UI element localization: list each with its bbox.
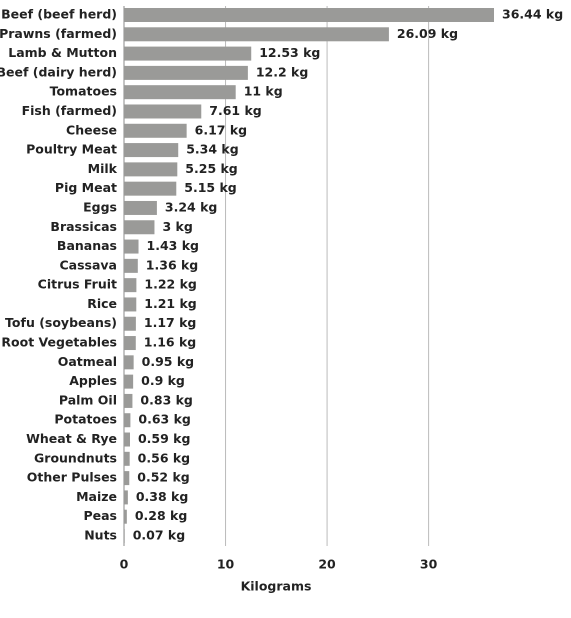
- bar: [124, 432, 130, 447]
- bar: [124, 355, 134, 370]
- value-label: 1.16 kg: [144, 335, 196, 350]
- x-tick-label: 10: [217, 557, 235, 572]
- y-tick-label: Cassava: [59, 257, 117, 272]
- y-tick-label: Other Pulses: [27, 470, 117, 485]
- bar: [124, 297, 137, 312]
- value-label: 0.56 kg: [138, 450, 190, 465]
- bar: [124, 8, 494, 22]
- y-tick-label: Tofu (soybeans): [5, 315, 117, 330]
- y-tick-label: Nuts: [84, 528, 117, 543]
- bar: [124, 85, 236, 100]
- value-label: 36.44 kg: [502, 7, 563, 22]
- bar: [124, 27, 389, 42]
- value-label: 0.07 kg: [133, 528, 185, 543]
- bar: [124, 104, 202, 119]
- bar: [124, 46, 252, 61]
- y-tick-label: Oatmeal: [58, 354, 117, 369]
- y-tick-label: Lamb & Mutton: [8, 45, 117, 60]
- y-tick-label: Beef (dairy herd): [0, 64, 117, 79]
- bar: [124, 509, 127, 524]
- value-label: 0.52 kg: [137, 470, 189, 485]
- y-tick-label: Cheese: [66, 122, 117, 137]
- value-label: 5.15 kg: [184, 180, 236, 195]
- y-tick-label: Groundnuts: [34, 450, 117, 465]
- y-tick-label: Prawns (farmed): [0, 26, 117, 41]
- value-label: 7.61 kg: [209, 103, 261, 118]
- y-tick-label: Poultry Meat: [26, 142, 117, 157]
- y-tick-label: Rice: [87, 296, 117, 311]
- bar: [124, 220, 155, 235]
- bar: [124, 239, 139, 254]
- bar: [124, 374, 134, 389]
- bar: [124, 316, 136, 331]
- y-tick-label: Citrus Fruit: [38, 277, 117, 292]
- bar: [124, 278, 137, 293]
- bar: [124, 162, 178, 177]
- bar: [124, 143, 179, 158]
- value-label: 0.38 kg: [136, 489, 188, 504]
- value-label: 1.17 kg: [144, 315, 196, 330]
- bar: [124, 258, 138, 273]
- value-label: 26.09 kg: [397, 26, 458, 41]
- bar: [124, 181, 177, 196]
- y-tick-label: Wheat & Rye: [26, 431, 117, 446]
- value-label: 5.25 kg: [185, 161, 237, 176]
- value-label: 11 kg: [244, 84, 283, 99]
- value-label: 6.17 kg: [195, 122, 247, 137]
- bar: [124, 336, 136, 351]
- value-label: 0.95 kg: [142, 354, 194, 369]
- value-label: 3.24 kg: [165, 199, 217, 214]
- y-tick-label: Brassicas: [50, 219, 117, 234]
- bar: [124, 200, 157, 215]
- value-label: 0.63 kg: [138, 412, 190, 427]
- value-label: 3 kg: [162, 219, 192, 234]
- value-label: 5.34 kg: [186, 142, 238, 157]
- value-label: 1.22 kg: [144, 277, 196, 292]
- y-tick-label: Peas: [83, 508, 117, 523]
- bar: [124, 123, 187, 138]
- y-tick-label: Beef (beef herd): [1, 7, 117, 22]
- y-tick-label: Fish (farmed): [22, 103, 117, 118]
- x-axis-title: Kilograms: [241, 579, 312, 594]
- x-tick-label: 0: [120, 557, 129, 572]
- value-label: 12.2 kg: [256, 64, 308, 79]
- x-tick-label: 20: [318, 557, 336, 572]
- x-tick-label: 30: [420, 557, 438, 572]
- value-label: 0.28 kg: [135, 508, 187, 523]
- y-tick-label: Bananas: [57, 238, 117, 253]
- y-tick-label: Pig Meat: [55, 180, 117, 195]
- bar: [124, 393, 133, 408]
- y-tick-label: Potatoes: [54, 412, 117, 427]
- y-tick-label: Palm Oil: [59, 392, 117, 407]
- bar: [124, 65, 248, 80]
- y-tick-label: Tomatoes: [50, 84, 117, 99]
- y-tick-label: Eggs: [83, 199, 117, 214]
- y-tick-label: Maize: [76, 489, 117, 504]
- bar: [124, 413, 131, 428]
- y-tick-label: Root Vegetables: [1, 335, 117, 350]
- bar: [124, 451, 130, 466]
- y-tick-label: Apples: [69, 373, 117, 388]
- value-label: 0.9 kg: [141, 373, 185, 388]
- bar: [124, 490, 128, 505]
- value-label: 1.21 kg: [144, 296, 196, 311]
- bar: [124, 529, 125, 543]
- y-tick-label: Milk: [88, 161, 118, 176]
- value-label: 1.43 kg: [147, 238, 199, 253]
- value-label: 0.59 kg: [138, 431, 190, 446]
- bar: [124, 471, 130, 486]
- value-label: 1.36 kg: [146, 257, 198, 272]
- value-label: 0.83 kg: [140, 392, 192, 407]
- value-label: 12.53 kg: [259, 45, 320, 60]
